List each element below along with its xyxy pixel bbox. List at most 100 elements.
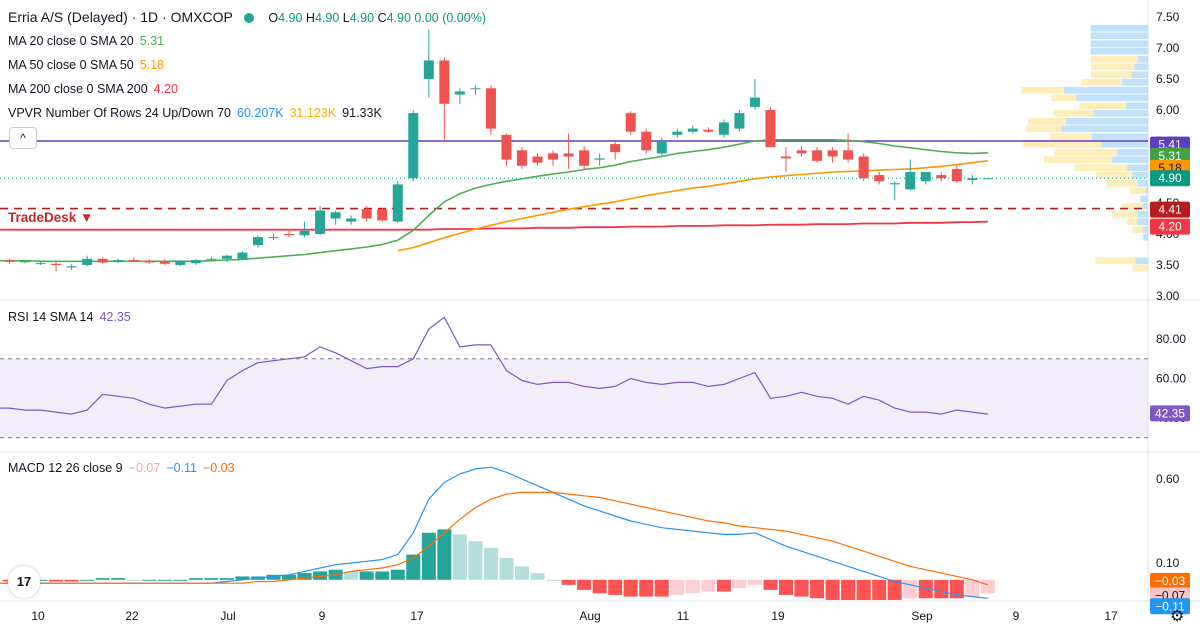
price-scale-label-bg — [1150, 147, 1190, 164]
vpvr-down-bar — [1090, 71, 1132, 79]
candle-body — [284, 234, 295, 236]
vpvr-label: VPVR Number Of Rows 24 Up/Down 70 — [8, 106, 232, 120]
vpvr-up-bar — [1065, 117, 1148, 125]
legend-macd[interactable]: MACD 12 26 close 9 −0.07 −0.11 −0.03 — [8, 460, 235, 476]
macd-histogram-bar — [608, 579, 623, 595]
vpvr-up-bar — [1091, 133, 1148, 141]
macd-histogram-bar — [561, 579, 576, 585]
candle-body — [113, 260, 124, 262]
price-scale-label-bg — [1150, 170, 1190, 187]
candle-body — [889, 183, 900, 185]
candle-body — [97, 258, 108, 263]
symbol-header[interactable]: Erria A/S (Delayed) · 1D · OMXCOP O4.90 … — [8, 9, 486, 26]
ohlc-high: 4.90 — [314, 11, 340, 25]
candle-body — [920, 172, 931, 182]
macd-histogram-bar — [219, 578, 234, 580]
candle-body — [516, 150, 527, 166]
macd-histogram-bar — [282, 574, 297, 580]
macd-histogram-bar — [934, 579, 949, 599]
macd-scale-label-bg — [1150, 572, 1190, 589]
candle-body — [749, 97, 760, 107]
ohlc-key: H — [305, 11, 315, 25]
macd-histogram-bar — [266, 574, 281, 580]
rsi-line — [9, 316, 988, 415]
vpvr-up-bar — [1142, 202, 1148, 210]
macd-histogram-bar — [732, 579, 747, 589]
candle-body — [734, 113, 745, 129]
vpvr-up-bar — [1137, 179, 1148, 187]
vpvr-up-bar — [1132, 171, 1148, 179]
ohlc-key: O — [268, 11, 279, 25]
macd-histogram-bar — [437, 529, 452, 580]
candle-body — [4, 260, 15, 262]
tradingview-logo[interactable]: 17 — [8, 566, 40, 598]
rsi-band — [0, 358, 1148, 438]
time-tick-label: 9 — [1013, 609, 1020, 623]
macd-histogram-bar — [825, 579, 840, 600]
vpvr-down-bar — [1132, 264, 1148, 272]
vpvr-up-bar — [1142, 226, 1148, 234]
rsi-label: RSI 14 SMA 14 — [8, 310, 94, 324]
candle-body — [827, 150, 838, 157]
price-scale-label: 5.31 — [1158, 149, 1182, 163]
candle-body — [548, 153, 559, 160]
candle-body — [439, 60, 450, 104]
candle-body — [874, 175, 885, 182]
vpvr-down-bar — [1054, 148, 1117, 156]
price-scale-label: 4.41 — [1158, 203, 1182, 217]
vpvr-up-bar — [1061, 125, 1148, 133]
ohlc-key: L — [342, 11, 350, 25]
tradedesk-label[interactable]: TradeDesk ▼ — [8, 210, 94, 225]
macd-histogram-bar — [313, 571, 328, 580]
candle-body — [377, 209, 388, 221]
vpvr-up-bar — [1090, 47, 1148, 55]
legend-ma50[interactable]: MA 50 close 0 SMA 50 5.18 — [8, 57, 164, 73]
candle-body — [35, 263, 46, 265]
candle-body — [641, 131, 652, 151]
vpvr-up-bar — [1090, 40, 1148, 48]
price-tick-label: 6.50 — [1156, 72, 1180, 86]
vpvr-up-bar — [1111, 156, 1148, 164]
vpvr-down-bar — [1075, 164, 1128, 172]
time-tick-label: Aug — [579, 609, 600, 623]
candle-body — [579, 150, 590, 166]
vpvr-up-bar — [1090, 32, 1148, 40]
macd-histogram-bar — [810, 579, 825, 599]
rsi-scale-label-bg — [1150, 405, 1190, 422]
macd-histogram-bar — [344, 571, 359, 580]
ma200-label: MA 200 close 0 SMA 200 — [8, 82, 148, 96]
candle-body — [485, 88, 496, 129]
sma200-line — [9, 220, 988, 231]
macd-histogram-bar — [390, 569, 405, 580]
candle-body — [423, 60, 434, 79]
rsi-tick-label: 80.00 — [1156, 332, 1186, 346]
price-tick-label: 7.50 — [1156, 10, 1180, 24]
legend-rsi[interactable]: RSI 14 SMA 14 42.35 — [8, 309, 131, 325]
legend-ma20[interactable]: MA 20 close 0 SMA 20 5.31 — [8, 33, 164, 49]
candle-body — [175, 260, 186, 265]
gear-icon[interactable]: ⚙ — [1170, 608, 1185, 625]
macd-histogram-bar — [359, 571, 374, 580]
vpvr-down-bar — [1122, 202, 1143, 210]
vpvr-down-bar — [1044, 156, 1112, 164]
time-tick-label: 10 — [31, 609, 45, 623]
legend-ma200[interactable]: MA 200 close 0 SMA 200 4.20 — [8, 81, 178, 97]
vpvr-up-value: 60.207K — [237, 106, 284, 120]
candle-body — [144, 260, 155, 263]
price-tick-label: 3.50 — [1156, 258, 1180, 272]
rsi-tick-label: 60.00 — [1156, 372, 1186, 386]
candle-body — [501, 134, 512, 160]
vpvr-up-bar — [1137, 210, 1148, 218]
macd-signal-value: −0.03 — [202, 461, 235, 475]
vpvr-down-bar — [1028, 117, 1066, 125]
macd-histogram-bar — [49, 579, 64, 582]
macd-histogram-bar — [592, 579, 607, 594]
collapse-legend-button[interactable]: ^ — [9, 127, 37, 149]
candle-body — [346, 218, 357, 222]
macd-histogram-bar — [375, 571, 390, 580]
candle-body — [361, 209, 372, 219]
rsi-scale-label: 42.35 — [1155, 406, 1185, 420]
legend-vpvr[interactable]: VPVR Number Of Rows 24 Up/Down 70 60.207K… — [8, 105, 382, 121]
vpvr-down-bar — [1090, 63, 1135, 71]
